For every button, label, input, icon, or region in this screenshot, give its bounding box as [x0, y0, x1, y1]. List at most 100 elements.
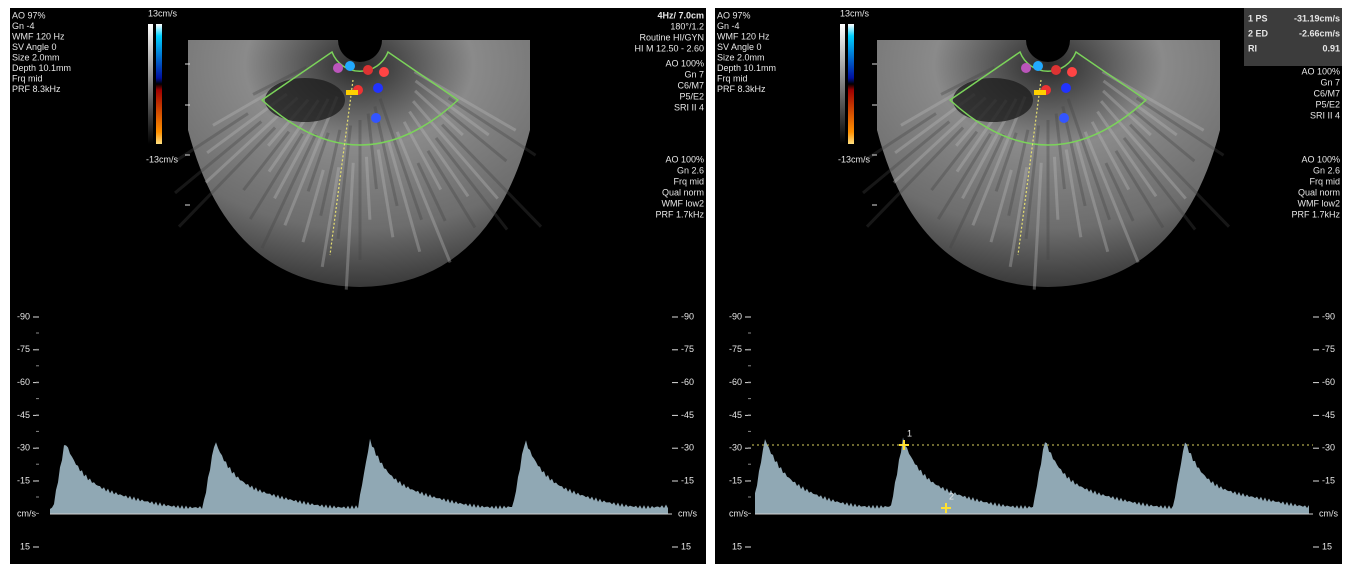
doppler-flow: [345, 61, 355, 71]
param: SV Angle 0: [12, 42, 57, 52]
measurement-label: 2 ED: [1248, 28, 1269, 38]
measurement-label: RI: [1248, 43, 1257, 53]
velocity-label: 15: [732, 541, 742, 551]
param: Gn -4: [12, 21, 35, 31]
color-setting: P5/E2: [1315, 99, 1340, 109]
measurement-value: -2.66cm/s: [1299, 28, 1340, 38]
param: Size 2.0mm: [717, 52, 765, 62]
unit-label: cm/s: [729, 508, 748, 518]
uterus-dark: [265, 78, 345, 122]
measurement-value: -31.19cm/s: [1294, 13, 1340, 23]
doppler-flow: [373, 83, 383, 93]
header-setting: HI M 12.50 - 2.60: [634, 43, 704, 53]
param: Frq mid: [717, 73, 748, 83]
velocity-label: -75: [729, 344, 742, 354]
color-setting: Gn 7: [684, 69, 704, 79]
unit-label: cm/s: [17, 508, 36, 518]
color-scale-bottom: -13cm/s: [146, 154, 179, 164]
color-bar: [848, 24, 854, 144]
header-setting: Routine HI/GYN: [639, 32, 704, 42]
measurement-label: 1 PS: [1248, 13, 1268, 23]
velocity-label: -60: [17, 377, 30, 387]
gray-bar: [148, 24, 153, 144]
color-bar: [156, 24, 162, 144]
color-setting: SRI II 4: [674, 102, 704, 112]
velocity-label: -90: [1322, 311, 1335, 321]
pw-setting: AO 100%: [665, 154, 704, 164]
velocity-label: 15: [1322, 541, 1332, 551]
pw-setting: Qual norm: [662, 187, 704, 197]
sample-gate: [1034, 90, 1046, 95]
velocity-label: -45: [729, 410, 742, 420]
doppler-flow: [1033, 61, 1043, 71]
param: WMF 120 Hz: [717, 31, 770, 41]
caliper-label: 2: [949, 491, 954, 501]
doppler-flow: [1059, 113, 1069, 123]
velocity-label: -15: [729, 475, 742, 485]
velocity-label: -90: [681, 311, 694, 321]
velocity-label: -75: [17, 344, 30, 354]
velocity-label: -30: [729, 443, 742, 453]
velocity-label: -15: [1322, 475, 1335, 485]
velocity-label: -15: [681, 475, 694, 485]
color-scale-top: 13cm/s: [148, 8, 178, 18]
color-setting: SRI II 4: [1310, 110, 1340, 120]
velocity-label: -60: [681, 377, 694, 387]
param: PRF 8.3kHz: [717, 84, 766, 94]
param: PRF 8.3kHz: [12, 84, 61, 94]
pw-setting: Frq mid: [1309, 176, 1340, 186]
pw-setting: WMF low2: [662, 198, 705, 208]
ultrasound-panel: 13cm/s-13cm/sAO 97%Gn -4WMF 120 HzSV Ang…: [10, 8, 706, 564]
velocity-label: 15: [681, 541, 691, 551]
measurement-value: 0.91: [1322, 43, 1340, 53]
pw-setting: WMF low2: [1298, 198, 1341, 208]
param: AO 97%: [717, 10, 751, 20]
header-setting: 180°/1.2: [670, 21, 704, 31]
unit-label: cm/s: [678, 508, 697, 518]
param: WMF 120 Hz: [12, 31, 65, 41]
pw-setting: Gn 2.6: [1313, 165, 1340, 175]
doppler-flow: [363, 65, 373, 75]
param: Depth 10.1mm: [717, 63, 776, 73]
doppler-flow: [1021, 63, 1031, 73]
velocity-label: -75: [1322, 344, 1335, 354]
velocity-label: -45: [1322, 410, 1335, 420]
caliper-label: 1: [907, 428, 912, 438]
color-setting: C6/M7: [1313, 88, 1340, 98]
param: Depth 10.1mm: [12, 63, 71, 73]
pw-setting: Gn 2.6: [677, 165, 704, 175]
velocity-label: -60: [1322, 377, 1335, 387]
color-setting: AO 100%: [1301, 66, 1340, 76]
pw-setting: Frq mid: [673, 176, 704, 186]
color-setting: Gn 7: [1320, 77, 1340, 87]
color-setting: C6/M7: [677, 80, 704, 90]
pw-setting: PRF 1.7kHz: [1291, 209, 1340, 219]
velocity-label: -75: [681, 344, 694, 354]
velocity-label: -60: [729, 377, 742, 387]
color-setting: P5/E2: [679, 91, 704, 101]
doppler-flow: [371, 113, 381, 123]
screenshot: 13cm/s-13cm/sAO 97%Gn -4WMF 120 HzSV Ang…: [0, 0, 1348, 564]
velocity-label: -30: [17, 443, 30, 453]
doppler-flow: [1067, 67, 1077, 77]
param: Size 2.0mm: [12, 52, 60, 62]
doppler-flow: [333, 63, 343, 73]
velocity-label: -90: [729, 311, 742, 321]
uterus-dark: [953, 78, 1033, 122]
velocity-label: 15: [20, 541, 30, 551]
velocity-label: -30: [1322, 443, 1335, 453]
doppler-flow: [379, 67, 389, 77]
color-setting: AO 100%: [665, 58, 704, 68]
header-setting: 4Hz/ 7.0cm: [657, 10, 704, 20]
param: SV Angle 0: [717, 42, 762, 52]
unit-label: cm/s: [1319, 508, 1338, 518]
velocity-label: -90: [17, 311, 30, 321]
color-scale-bottom: -13cm/s: [838, 154, 871, 164]
param: Gn -4: [717, 21, 740, 31]
gray-bar: [840, 24, 845, 144]
velocity-label: -45: [17, 410, 30, 420]
color-scale-top: 13cm/s: [840, 8, 870, 18]
doppler-flow: [1051, 65, 1061, 75]
velocity-label: -30: [681, 443, 694, 453]
ultrasound-panel: 13cm/s -13cm/s AO 97%Gn -4WMF 120 HzSV Ang…: [715, 8, 1342, 564]
